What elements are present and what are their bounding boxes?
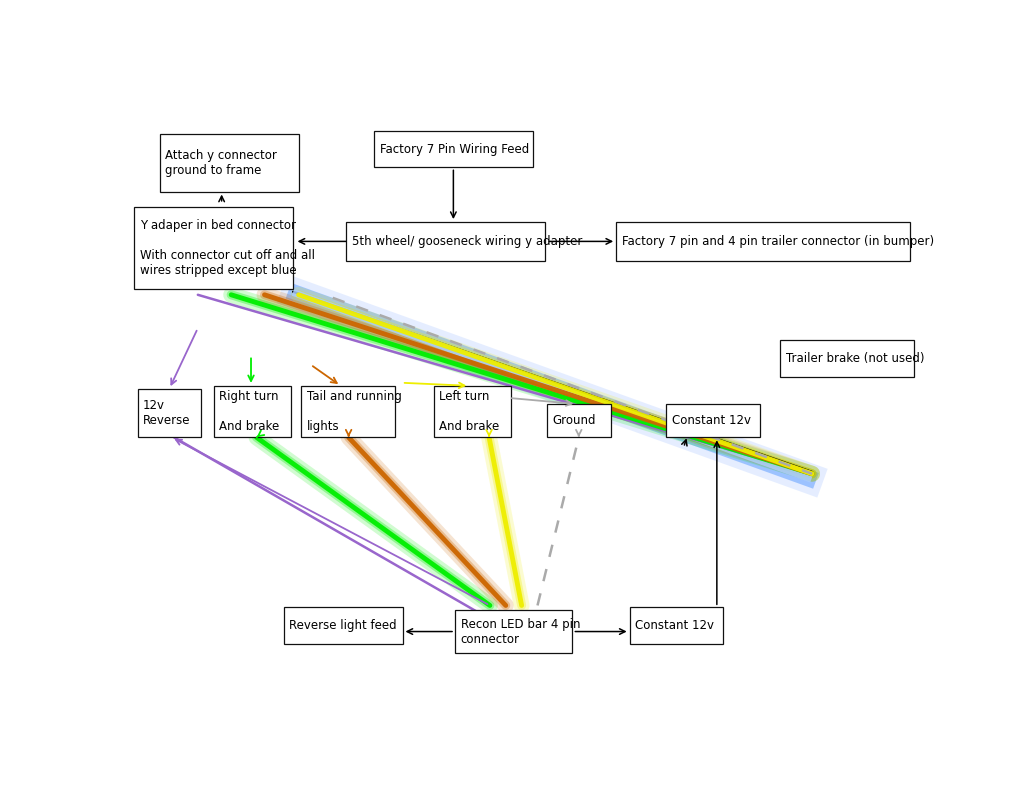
Text: Right turn

And brake: Right turn And brake — [219, 390, 280, 433]
Text: Trailer brake (not used): Trailer brake (not used) — [785, 352, 925, 365]
FancyBboxPatch shape — [630, 608, 723, 644]
Text: Constant 12v: Constant 12v — [672, 414, 751, 427]
Text: Constant 12v: Constant 12v — [635, 619, 714, 632]
FancyBboxPatch shape — [433, 386, 511, 437]
FancyBboxPatch shape — [284, 608, 402, 644]
Text: Y adaper in bed connector

With connector cut off and all
wires stripped except : Y adaper in bed connector With connector… — [140, 219, 315, 277]
Text: Recon LED bar 4 pin
connector: Recon LED bar 4 pin connector — [461, 618, 580, 645]
Text: Reverse light feed: Reverse light feed — [289, 619, 396, 632]
Text: Tail and running

lights: Tail and running lights — [306, 390, 401, 433]
Text: 5th wheel/ gooseneck wiring y adapter: 5th wheel/ gooseneck wiring y adapter — [352, 235, 583, 248]
FancyBboxPatch shape — [137, 388, 201, 437]
FancyBboxPatch shape — [346, 222, 545, 262]
FancyBboxPatch shape — [374, 131, 532, 167]
FancyBboxPatch shape — [455, 610, 572, 652]
Text: Factory 7 Pin Wiring Feed: Factory 7 Pin Wiring Feed — [380, 143, 528, 156]
FancyBboxPatch shape — [666, 404, 760, 437]
FancyBboxPatch shape — [160, 134, 299, 191]
Text: 12v
Reverse: 12v Reverse — [143, 399, 190, 427]
Text: Left turn

And brake: Left turn And brake — [439, 390, 500, 433]
FancyBboxPatch shape — [214, 386, 292, 437]
Text: Factory 7 pin and 4 pin trailer connector (in bumper): Factory 7 pin and 4 pin trailer connecto… — [622, 235, 934, 248]
FancyBboxPatch shape — [616, 222, 909, 262]
FancyBboxPatch shape — [547, 404, 610, 437]
FancyBboxPatch shape — [780, 340, 913, 377]
Text: Attach y connector
ground to frame: Attach y connector ground to frame — [165, 149, 278, 177]
FancyBboxPatch shape — [134, 206, 293, 288]
FancyBboxPatch shape — [301, 386, 394, 437]
Text: Ground: Ground — [553, 414, 596, 427]
